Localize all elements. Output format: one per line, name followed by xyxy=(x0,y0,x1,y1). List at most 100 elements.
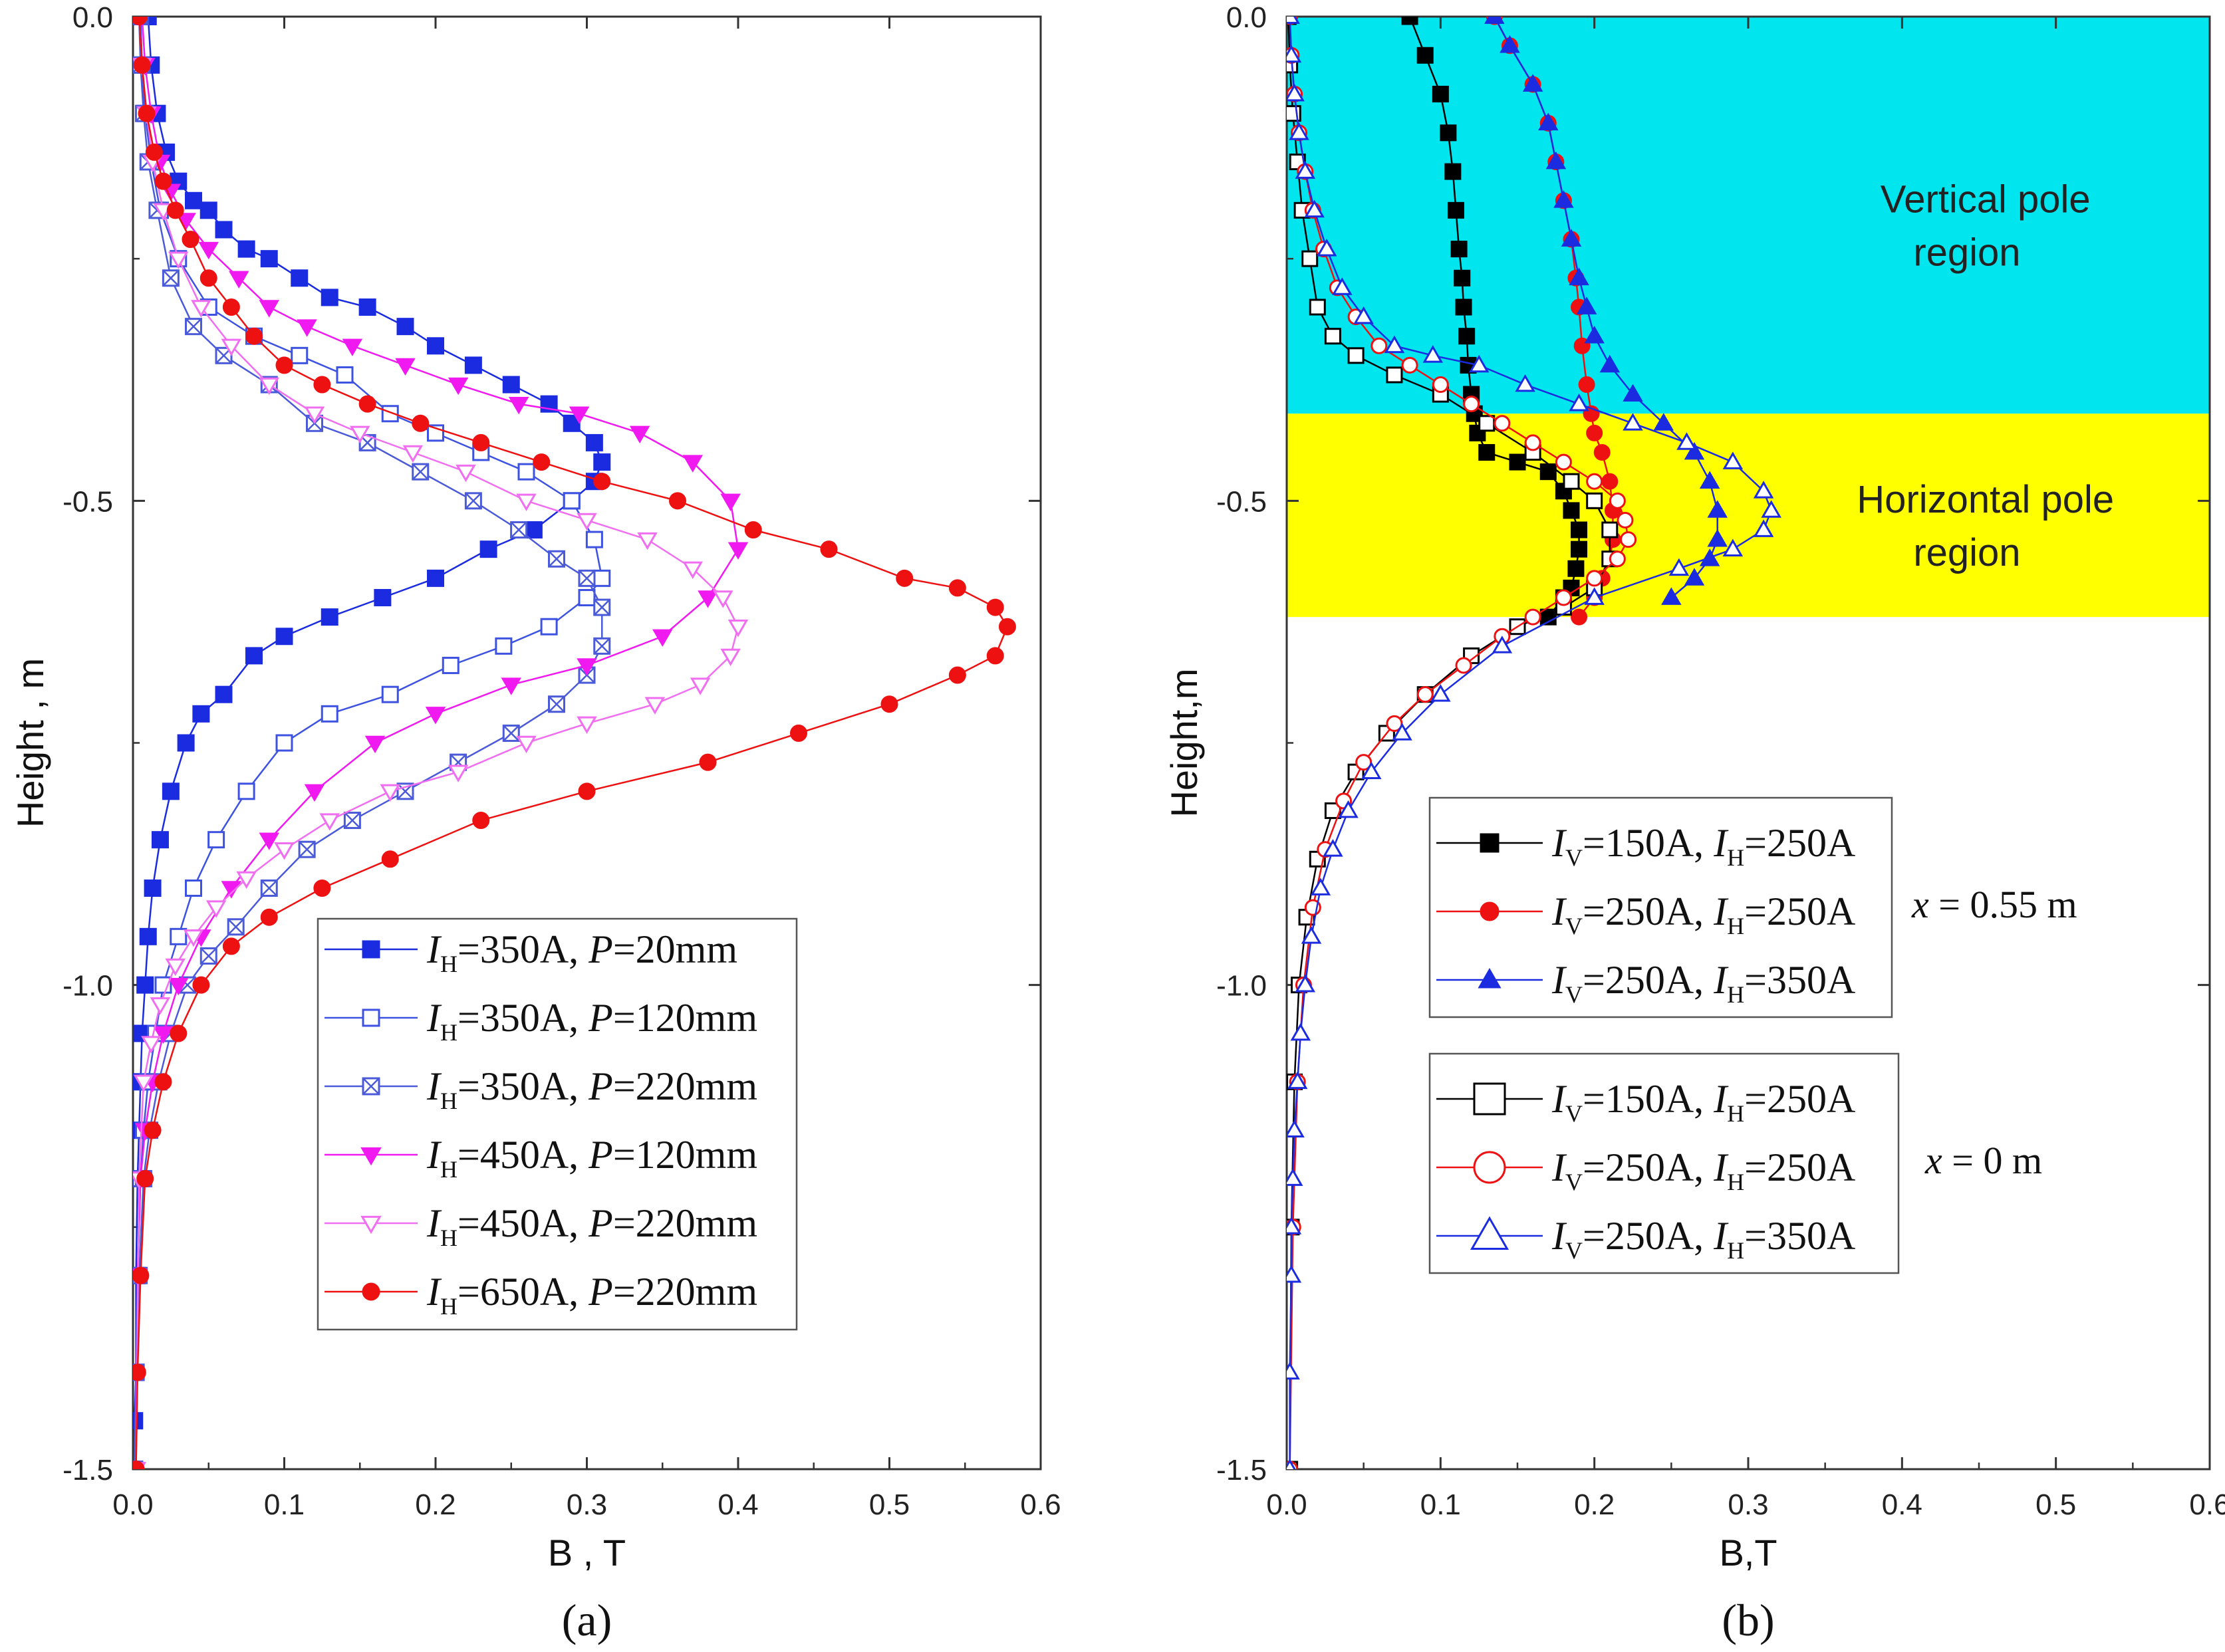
region-label-0: Vertical pole region xyxy=(1881,178,2091,275)
data-point xyxy=(1353,306,1374,324)
data-point xyxy=(720,493,741,511)
data-point xyxy=(1509,453,1526,471)
y-tick-label: -0.5 xyxy=(1216,485,1267,518)
data-point xyxy=(1287,83,1305,102)
region-label-1: Horizontal pole region xyxy=(1857,478,2114,574)
legend-marker xyxy=(362,1008,380,1027)
series-5 xyxy=(1287,17,1781,1469)
data-point xyxy=(133,17,148,25)
data-point xyxy=(1555,589,1572,606)
x-tick-label: 0.0 xyxy=(112,1488,153,1521)
data-point xyxy=(136,1170,154,1187)
data-point xyxy=(578,782,596,800)
x-tick-label: 0.6 xyxy=(1020,1488,1061,1521)
legend-a: IH=350A, P=20mm IH=350A, P=120mm IH=350A, … xyxy=(317,917,798,1331)
data-point xyxy=(395,358,416,376)
data-point xyxy=(569,406,590,424)
data-point xyxy=(170,1024,188,1042)
data-point xyxy=(525,521,543,539)
data-point xyxy=(275,734,293,752)
data-point xyxy=(1309,298,1326,316)
panel-label: (a) xyxy=(562,1595,612,1645)
legend-marker xyxy=(1480,901,1500,921)
data-point xyxy=(516,493,537,511)
data-point xyxy=(998,618,1016,636)
data-point xyxy=(1290,1022,1311,1041)
data-point xyxy=(540,618,558,636)
data-point xyxy=(986,598,1004,616)
data-point xyxy=(1753,519,1774,537)
data-point xyxy=(1576,296,1597,314)
data-point xyxy=(442,656,459,674)
data-point xyxy=(1287,1071,1308,1090)
data-point xyxy=(228,271,249,289)
data-point xyxy=(1347,347,1365,364)
data-point xyxy=(1384,335,1405,354)
data-point xyxy=(1386,366,1403,384)
region-band-1 xyxy=(1287,413,2210,618)
data-point xyxy=(1500,35,1520,53)
data-point xyxy=(517,463,535,481)
legend-marker xyxy=(1470,1216,1509,1250)
y-axis-title: Height , m xyxy=(9,658,51,828)
data-point xyxy=(1478,444,1496,461)
data-point xyxy=(1463,396,1480,413)
x-axis-title: B,T xyxy=(1719,1532,1777,1574)
y-tick-label: -1.5 xyxy=(1216,1454,1267,1486)
data-point xyxy=(637,532,658,550)
data-point xyxy=(1569,394,1589,412)
data-point xyxy=(198,241,219,260)
data-point xyxy=(313,376,331,394)
y-axis-title: Height,m xyxy=(1163,668,1205,817)
data-point xyxy=(563,492,581,510)
data-point xyxy=(690,677,711,695)
legend-label: IH=350A, P=120mm xyxy=(426,996,757,1046)
data-point xyxy=(321,289,338,306)
series-line xyxy=(134,17,603,1469)
data-point xyxy=(199,201,217,219)
data-point xyxy=(1432,86,1449,103)
y-tick-label: -1.0 xyxy=(63,970,113,1003)
data-point xyxy=(727,620,749,638)
data-point xyxy=(185,191,202,209)
data-point xyxy=(192,705,210,723)
data-point xyxy=(168,977,189,996)
data-point xyxy=(820,540,838,558)
data-point xyxy=(479,540,497,558)
data-point xyxy=(237,240,255,258)
legend-label: IH=350A, P=220mm xyxy=(426,1064,757,1114)
data-point xyxy=(205,900,227,918)
data-point xyxy=(1753,481,1774,499)
data-point xyxy=(682,561,704,579)
legend-marker xyxy=(360,1215,382,1235)
data-point xyxy=(1287,1361,1300,1380)
data-point xyxy=(508,396,529,415)
data-point xyxy=(1287,1120,1305,1138)
data-point xyxy=(1515,374,1535,392)
data-point xyxy=(1567,560,1585,577)
data-point xyxy=(336,366,354,384)
data-point xyxy=(1571,608,1588,626)
data-point xyxy=(516,735,537,754)
legend-b-0: IV=150A, IH=250A IV=250A, IH=250A IV=250A,… xyxy=(1428,796,2077,1018)
data-point xyxy=(144,880,162,897)
data-point xyxy=(1684,568,1705,586)
data-point xyxy=(1287,1217,1302,1235)
data-point xyxy=(1761,500,1781,518)
data-point xyxy=(1623,384,1643,402)
data-point xyxy=(948,579,966,597)
data-point xyxy=(1569,267,1589,286)
data-point xyxy=(1620,531,1637,548)
data-point xyxy=(1301,926,1322,944)
data-point xyxy=(260,908,278,926)
data-point xyxy=(1601,473,1619,490)
data-point xyxy=(448,765,469,782)
data-point xyxy=(136,976,154,994)
data-point xyxy=(358,395,376,413)
x-tick-label: 0.5 xyxy=(869,1488,910,1521)
y-tick-label: -1.0 xyxy=(1216,970,1267,1003)
data-point xyxy=(1555,453,1572,471)
data-point xyxy=(381,685,399,703)
data-point xyxy=(644,697,666,715)
data-point xyxy=(790,724,807,742)
